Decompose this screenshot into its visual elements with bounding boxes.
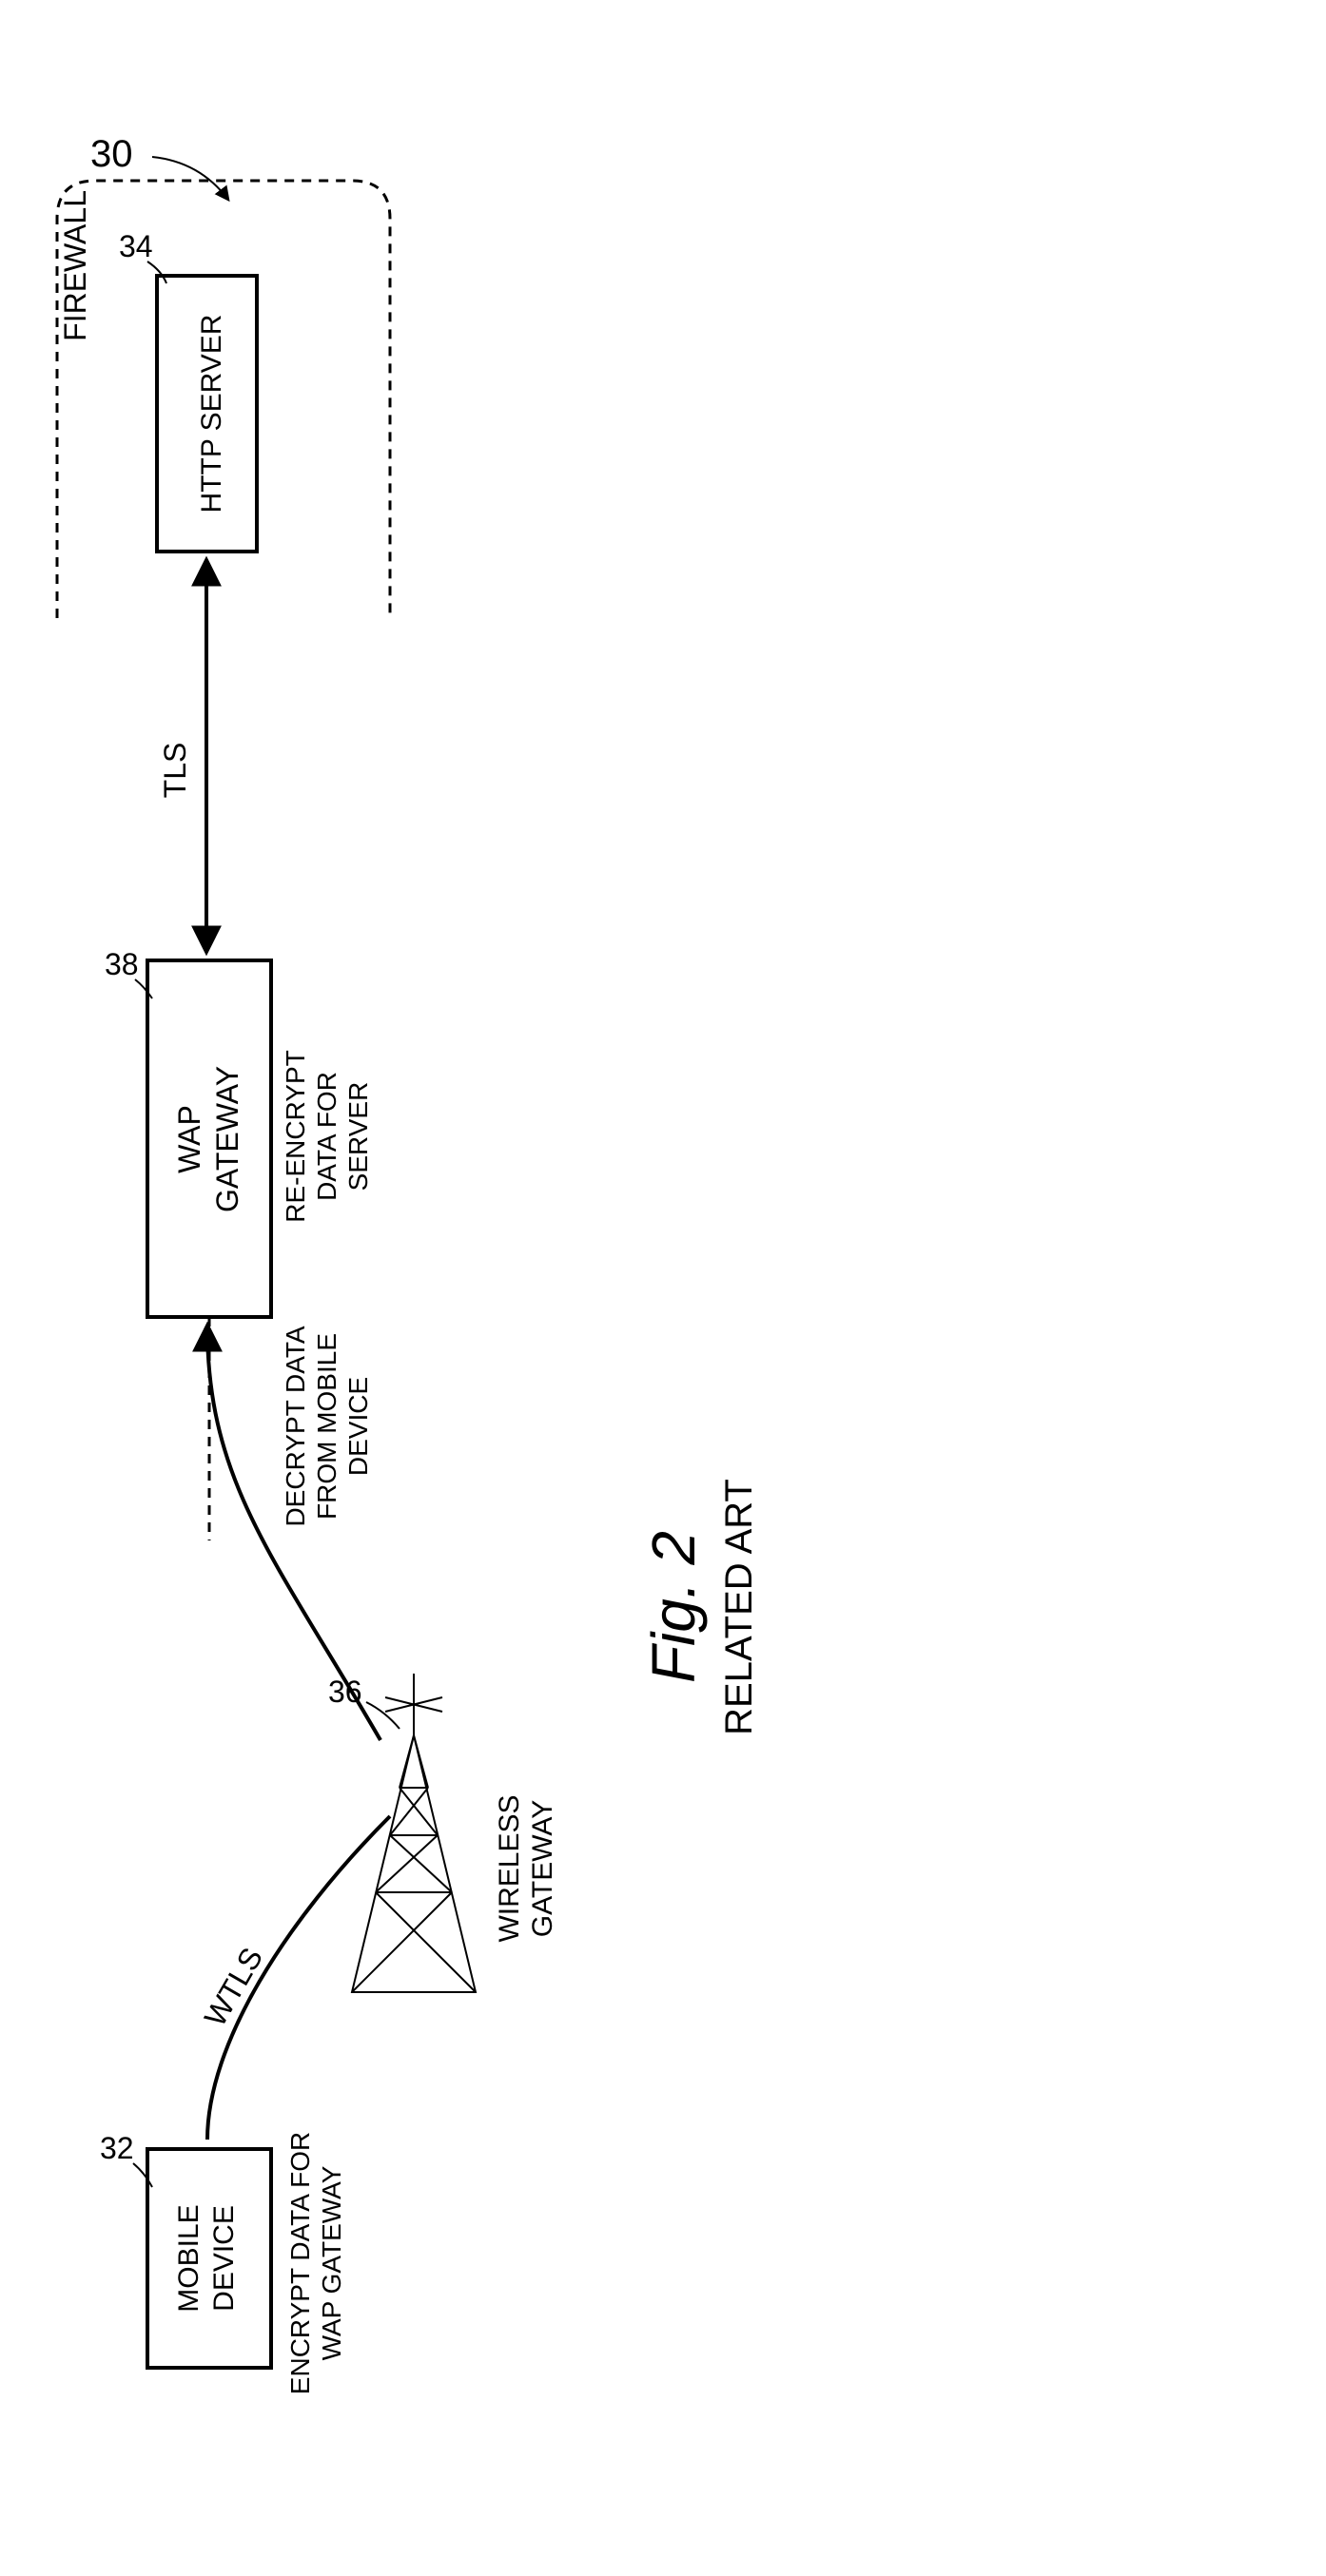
mobile-device-desc-1: ENCRYPT DATA FOR — [285, 2132, 315, 2394]
figure-ref-arrow — [152, 157, 228, 200]
wireless-gateway-label-2: GATEWAY — [527, 1800, 558, 1937]
mobile-device-label-1: MOBILE — [173, 2204, 205, 2312]
wap-gateway-ref-leader — [135, 979, 152, 998]
wap-gateway-node: WAP GATEWAY 38 RE-ENCRYPT DATA FOR SERVE… — [105, 947, 373, 1540]
wireless-gateway-node: 36 WIRELESS GATEWAY — [328, 1674, 558, 1992]
wap-desc-right-1: RE-ENCRYPT — [281, 1050, 310, 1223]
tls-edge: TLS — [158, 561, 206, 951]
figure-ref: 30 — [90, 133, 228, 200]
figure-title-2: RELATED ART — [718, 1479, 760, 1735]
wap-desc-left-1: DECRYPT DATA — [281, 1326, 310, 1526]
mobile-device-label-2: DEVICE — [208, 2205, 240, 2312]
wap-desc-left-2: FROM MOBILE — [312, 1333, 341, 1520]
http-server-label: HTTP SERVER — [196, 315, 227, 513]
firewall-label: FIREWALL — [58, 190, 92, 341]
wtls-label: WTLS — [198, 1942, 270, 2032]
wireless-gateway-ref: 36 — [328, 1675, 362, 1709]
wap-desc-right-2: DATA FOR — [312, 1072, 341, 1201]
wap-gateway-label-1: WAP — [172, 1105, 206, 1173]
mobile-device-ref: 32 — [100, 2131, 134, 2165]
http-server-node: HTTP SERVER 34 — [119, 229, 257, 552]
wap-gateway-ref: 38 — [105, 947, 139, 981]
wap-gateway-box — [147, 960, 271, 1317]
figure-ref-label: 30 — [90, 133, 133, 175]
tls-label: TLS — [158, 743, 192, 799]
figure-title-1: Fig. 2 — [639, 1531, 708, 1683]
wireless-gateway-label-1: WIRELESS — [494, 1794, 525, 1942]
wap-gateway-label-2: GATEWAY — [210, 1066, 244, 1212]
mobile-device-node: MOBILE DEVICE 32 ENCRYPT DATA FOR WAP GA… — [100, 2131, 346, 2394]
wap-desc-left-3: DEVICE — [343, 1377, 373, 1476]
wap-desc-right-3: SERVER — [343, 1082, 373, 1191]
mobile-device-desc-2: WAP GATEWAY — [317, 2165, 346, 2360]
figure-caption: Fig. 2 RELATED ART — [639, 1479, 760, 1735]
http-server-ref: 34 — [119, 229, 153, 263]
